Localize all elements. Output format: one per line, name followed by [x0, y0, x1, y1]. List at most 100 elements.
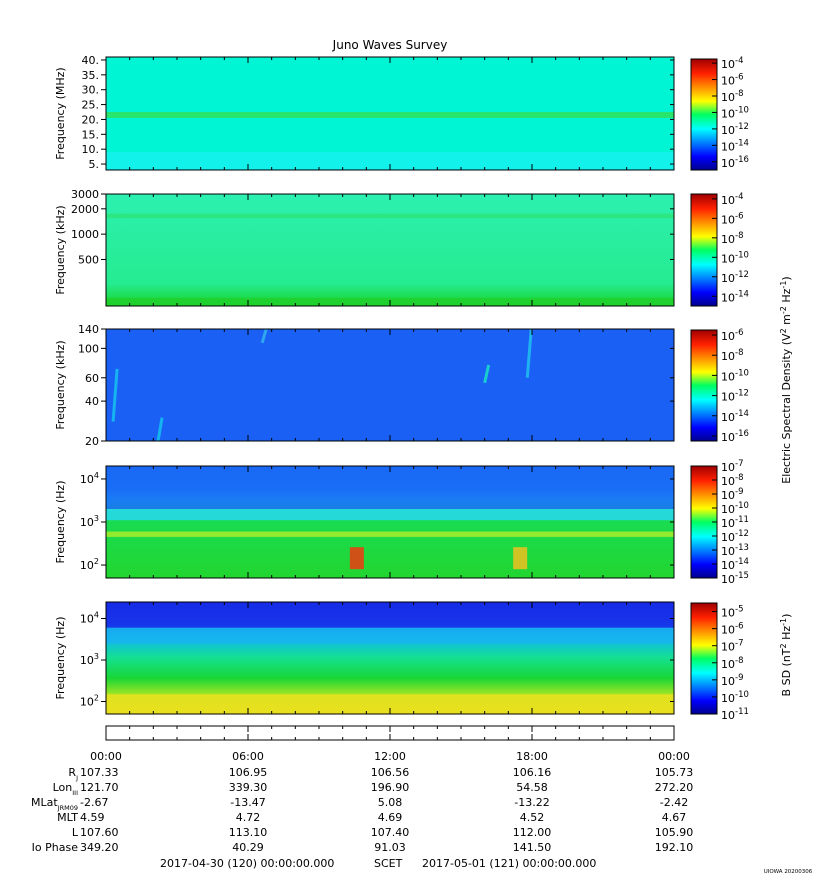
- ephemeris-value: 4.72: [236, 811, 261, 824]
- colorbar-tick-label: 10-9: [721, 487, 743, 502]
- colorbar-tick-label: 10-8: [721, 231, 743, 246]
- colorbar-tick-label: 10-14: [721, 557, 749, 572]
- y-tick-label: 40: [85, 395, 99, 408]
- ephemeris-value: -13.47: [230, 796, 265, 809]
- footer-end-time: 2017-05-01 (121) 00:00:00.000: [422, 857, 596, 870]
- emission-streak: [111, 368, 119, 422]
- colorbar-tick-label: 10-12: [721, 529, 749, 544]
- ephemeris-value: 272.20: [655, 781, 694, 794]
- ephemeris-label: LonIII: [53, 781, 78, 797]
- colorbar-tick-label: 10-10: [721, 105, 749, 120]
- y-tick-label: 5.: [89, 158, 100, 171]
- spectrogram-panels: 40. 35. 30. 25.20. 15. 10. 5. Frequency (MHz) 30…: [54, 54, 675, 715]
- colorbar-tick-label: 10-5: [721, 605, 743, 620]
- ephemeris-table: RJ 107.33 106.95 106.56 106.16 105.73 LonIII 12…: [31, 766, 693, 854]
- y-tick-label: 1000: [71, 228, 99, 241]
- y-tick-label: 20: [85, 435, 99, 448]
- ephemeris-label: L: [72, 826, 79, 839]
- spectrogram-background: [106, 329, 674, 441]
- time-tick-label: 06:00: [232, 750, 264, 763]
- y-tick-label: 60: [85, 372, 99, 385]
- spectral-band: [106, 213, 674, 219]
- colorbar-tick-label: 10-8: [721, 656, 743, 671]
- ephemeris-value: 4.52: [520, 811, 545, 824]
- colorbar-tick-label: 10-14: [721, 138, 749, 153]
- ephemeris-label: MLatJRM09: [31, 796, 78, 812]
- ephemeris-value: 196.90: [371, 781, 410, 794]
- spectral-band: [106, 627, 674, 644]
- colorbar-tick-label: 10-12: [721, 270, 749, 285]
- ephemeris-label: Io Phase: [32, 841, 79, 854]
- ephemeris-value: 4.67: [662, 811, 687, 824]
- spectrogram-panel-2: 3000 2000 1000 500 Frequency (kHz): [54, 188, 675, 307]
- colorbar-tick-label: 10-4: [721, 56, 743, 71]
- ephemeris-value: 339.30: [229, 781, 268, 794]
- ephemeris-value: 112.00: [513, 826, 552, 839]
- ephemeris-value: 113.10: [229, 826, 268, 839]
- spectrogram-background: [106, 194, 674, 306]
- ephemeris-value: 349.20: [80, 841, 119, 854]
- y-axis-label: Frequency (kHz): [54, 340, 67, 429]
- y-axis-label: Frequency (Hz): [54, 617, 67, 700]
- colorbar-tick-label: 10-7: [721, 639, 743, 654]
- spectrogram-panel-5: 104 103 102 Frequency (Hz): [54, 601, 675, 715]
- ephemeris-value: 91.03: [374, 841, 406, 854]
- spectrogram-panel-4: 104 103 102 Frequency (Hz): [54, 465, 675, 579]
- ephemeris-value: -13.22: [514, 796, 549, 809]
- colorbar-tick-label: 10-15: [721, 571, 749, 586]
- y-tick-label: 25.: [82, 99, 100, 112]
- colorbar-gradient: [690, 58, 718, 171]
- colorbar-tick-label: 10-14: [721, 409, 749, 424]
- credit-stamp: UIOWA 20200306: [764, 869, 813, 875]
- spectrogram-panel-3: 140 100 60 40 20 Frequency (kHz): [54, 323, 675, 448]
- colorbar-gradient: [690, 602, 718, 715]
- spectral-band: [106, 531, 674, 537]
- y-tick-label: 104: [80, 611, 99, 626]
- emission-burst: [349, 547, 364, 570]
- colorbar-5: 10-5 10-6 10-7 10-8 10-9 10-10 10-11: [690, 602, 749, 722]
- ephemeris-value: 40.29: [232, 841, 264, 854]
- electric-spectral-density-label: Electric Spectral Density (V2 m-2 Hz-1): [779, 276, 793, 483]
- y-tick-label: 15.: [82, 128, 100, 141]
- colorbar-2: 10-4 10-6 10-8 10-10 10-12 10-14: [690, 192, 749, 307]
- colorbar-tick-label: 10-11: [721, 707, 749, 722]
- spectral-band: [106, 466, 674, 510]
- ephemeris-value: 106.16: [513, 766, 552, 779]
- colorbar-tick-label: 10-14: [721, 289, 749, 304]
- colorbar-tick-label: 10-11: [721, 515, 749, 530]
- colorbar-tick-label: 10-6: [721, 211, 743, 226]
- y-axis-label: Frequency (kHz): [54, 205, 67, 294]
- ephemeris-value: 192.10: [655, 841, 694, 854]
- y-axis-label: Frequency (Hz): [54, 481, 67, 564]
- y-tick-label: 10.: [82, 143, 100, 156]
- ephemeris-value: 107.40: [371, 826, 410, 839]
- emission-streak: [525, 328, 533, 378]
- colorbar-tick-label: 10-16: [721, 155, 749, 170]
- y-tick-label: 103: [80, 514, 99, 529]
- colorbar-4: 10-710-810-910-1010-1110-1210-1310-1410-…: [690, 459, 749, 586]
- ephemeris-value: -2.42: [660, 796, 688, 809]
- colorbar-tick-label: 10-6: [721, 328, 743, 343]
- y-tick-label: 104: [80, 471, 99, 486]
- colorbar-tick-label: 10-8: [721, 473, 743, 488]
- emission-streak: [483, 364, 491, 384]
- time-tick-label: 00:00: [90, 750, 122, 763]
- y-tick-label: 30.: [82, 84, 100, 97]
- colorbar-gradient: [690, 329, 718, 442]
- ephemeris-label: MLT: [57, 811, 78, 824]
- y-tick-label: 102: [80, 557, 99, 572]
- colorbar-tick-label: 10-12: [721, 389, 749, 404]
- colorbar-tick-label: 10-6: [721, 622, 743, 637]
- y-tick-label: 20.: [82, 113, 100, 126]
- ephemeris-label: RJ: [68, 766, 78, 782]
- ephemeris-value: 105.90: [655, 826, 694, 839]
- ephemeris-value: 106.95: [229, 766, 268, 779]
- colorbar-3: 10-6 10-8 10-10 10-12 10-14 10-16: [690, 328, 749, 444]
- emission-streak: [260, 328, 268, 344]
- y-axis-label: Frequency (MHz): [54, 67, 67, 159]
- colorbar-tick-label: 10-10: [721, 368, 749, 383]
- y-tick-label: 140: [78, 323, 99, 336]
- time-tick-label: 18:00: [516, 750, 548, 763]
